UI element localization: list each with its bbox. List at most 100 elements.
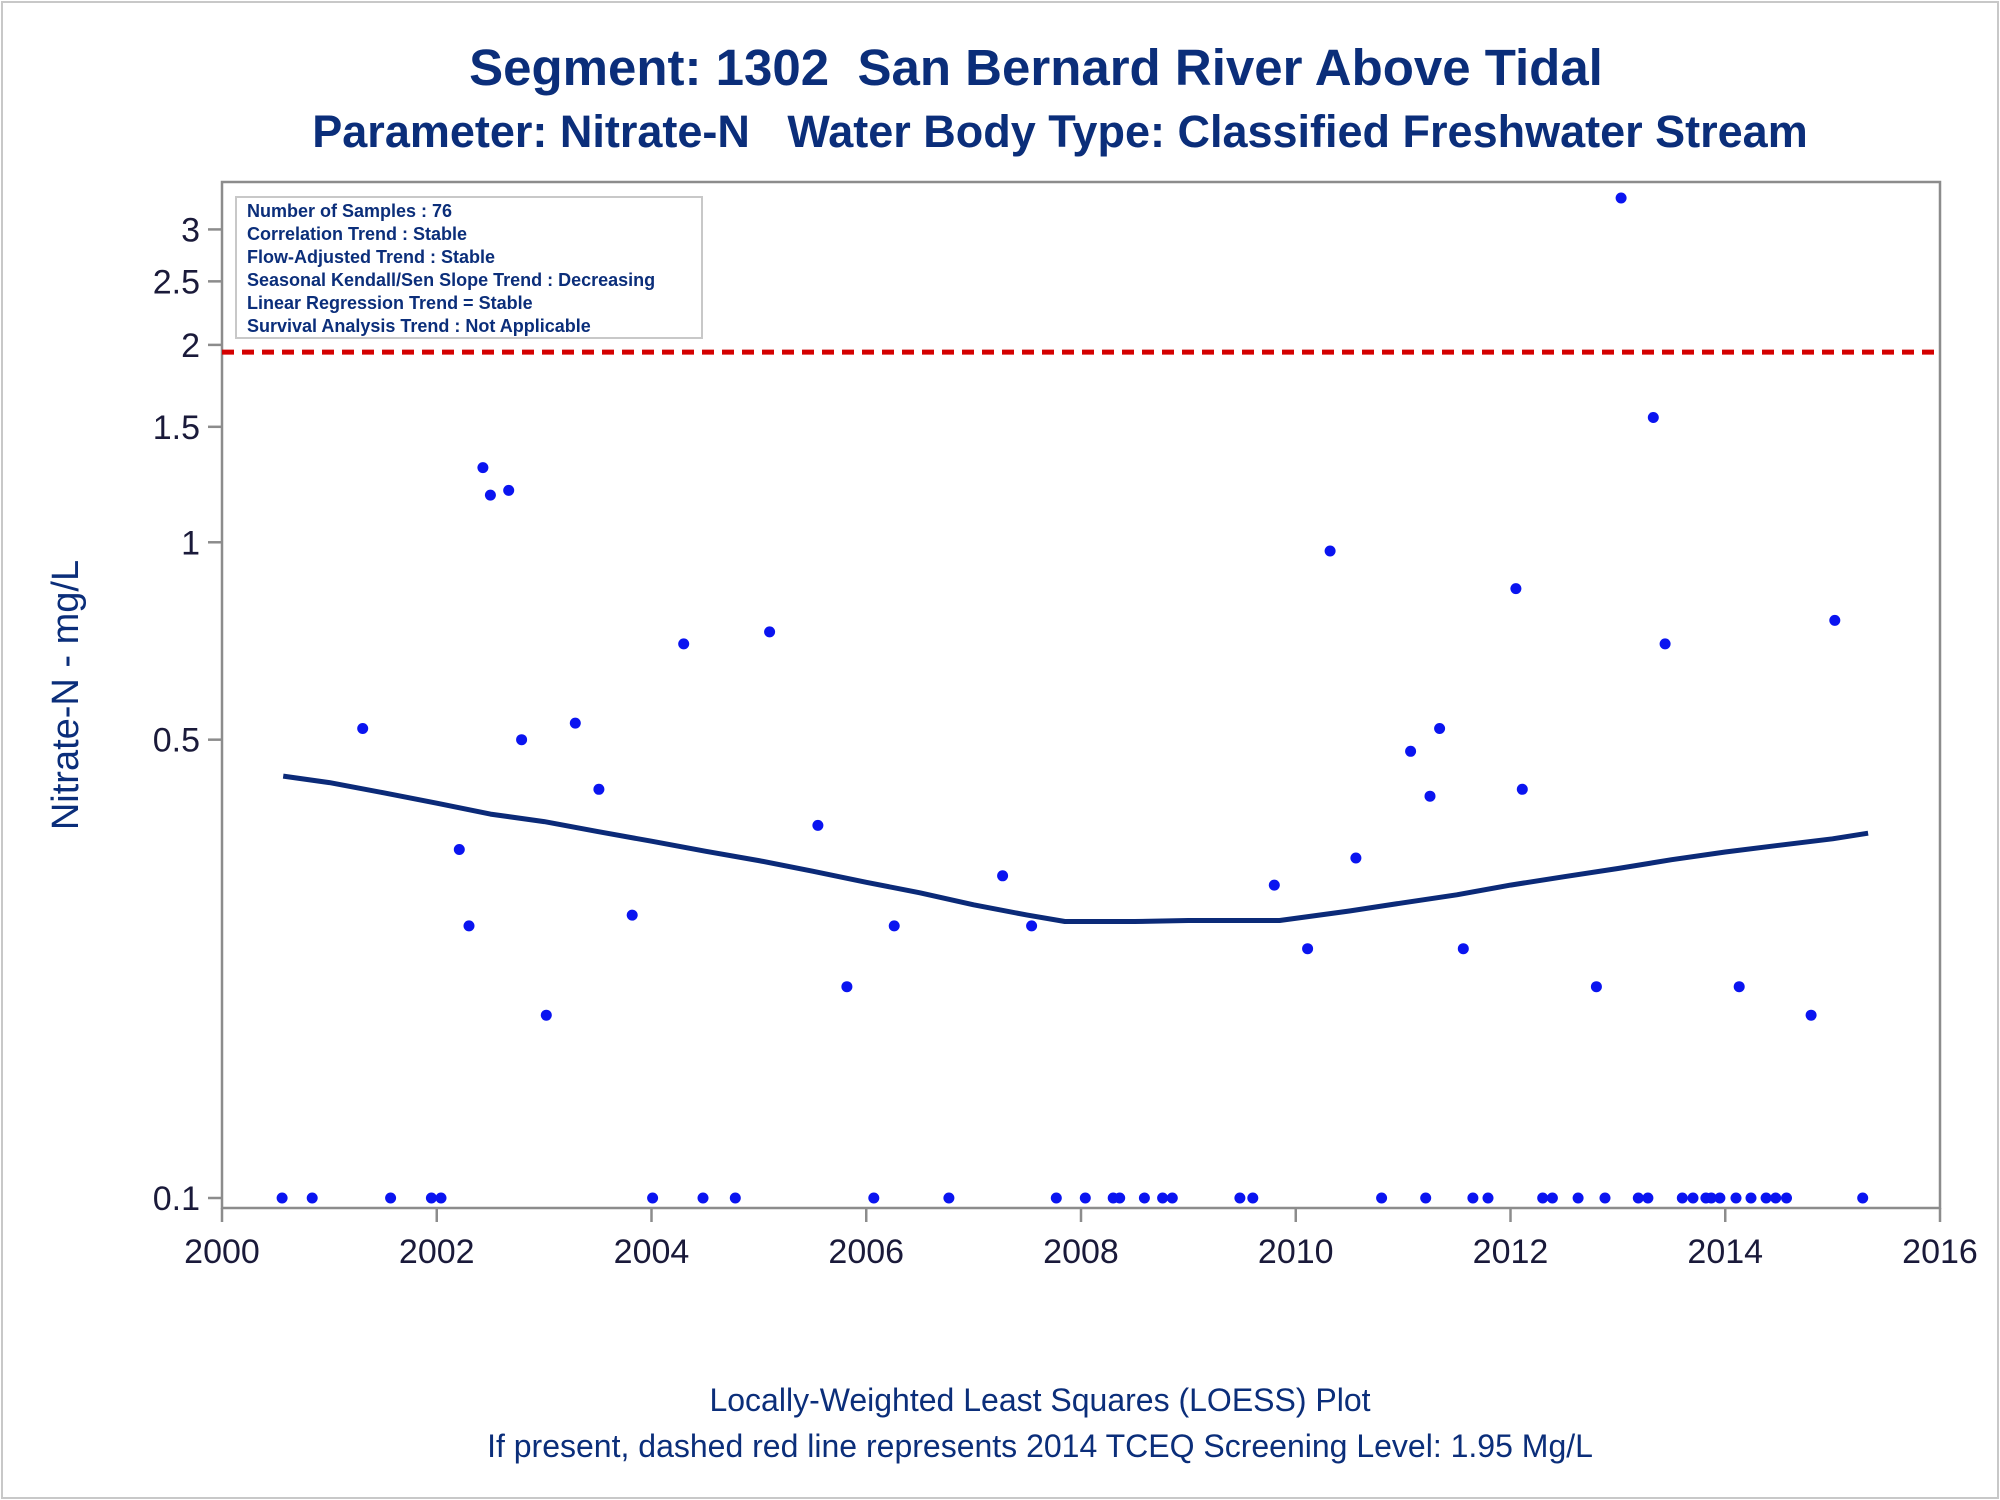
inset-line: Survival Analysis Trend : Not Applicable	[247, 316, 591, 336]
footer-line-2: If present, dashed red line represents 2…	[487, 1428, 1593, 1464]
data-point	[943, 1192, 955, 1204]
data-point	[1350, 852, 1362, 864]
x-tick-label: 2010	[1258, 1233, 1334, 1271]
data-point	[425, 1192, 437, 1204]
data-point	[463, 920, 475, 932]
y-axis: 0.1 0.5 1 1.5 2 2.5 3	[153, 211, 222, 1218]
data-point	[1516, 783, 1528, 795]
data-point	[1805, 1009, 1817, 1021]
data-point	[1079, 1192, 1091, 1204]
data-point	[1234, 1192, 1246, 1204]
data-point	[1166, 1192, 1178, 1204]
data-point	[1632, 1192, 1644, 1204]
data-point	[1050, 1192, 1062, 1204]
x-tick-label: 2008	[1043, 1233, 1119, 1271]
data-point	[1434, 723, 1446, 734]
data-point	[841, 981, 853, 993]
inset-line: Flow-Adjusted Trend : Stable	[247, 247, 495, 267]
data-point	[1829, 614, 1841, 626]
data-point	[697, 1192, 709, 1204]
data-point	[1482, 1192, 1494, 1204]
data-point	[1510, 583, 1522, 595]
data-point	[1642, 1192, 1654, 1204]
data-point	[1647, 412, 1659, 423]
inset-line: Seasonal Kendall/Sen Slope Trend : Decre…	[247, 270, 655, 290]
data-point	[1615, 192, 1627, 204]
footer-line-1: Locally-Weighted Least Squares (LOESS) P…	[709, 1382, 1371, 1418]
data-point	[997, 870, 1009, 882]
data-point	[453, 844, 465, 855]
data-point	[1420, 1192, 1432, 1204]
data-point	[764, 626, 776, 638]
data-point	[1405, 745, 1417, 757]
data-point	[540, 1009, 552, 1021]
data-point	[477, 462, 489, 474]
data-point	[1376, 1192, 1388, 1204]
x-tick-label: 2006	[828, 1233, 904, 1271]
data-point	[1770, 1192, 1782, 1204]
x-axis: 2000 2002 2004 2006 2008 2010 2012 2014 2016	[184, 1208, 1978, 1271]
data-point	[1857, 1192, 1869, 1204]
plot-area	[220, 180, 1942, 1210]
loess-curve	[282, 773, 1869, 924]
data-point	[1026, 920, 1038, 932]
data-point	[868, 1192, 880, 1204]
data-point	[1659, 638, 1671, 650]
data-point	[1138, 1192, 1150, 1204]
inset-line: Correlation Trend : Stable	[247, 224, 467, 244]
data-point	[1324, 545, 1336, 557]
data-point	[385, 1192, 397, 1204]
data-point	[306, 1192, 318, 1204]
data-point	[1247, 1192, 1259, 1204]
data-point	[593, 783, 605, 795]
data-point	[1745, 1192, 1757, 1204]
data-point	[1730, 1192, 1742, 1204]
data-point	[1733, 981, 1745, 993]
inset-line: Number of Samples : 76	[247, 201, 452, 221]
data-point	[1467, 1192, 1479, 1204]
y-tick-label: 0.5	[153, 722, 200, 760]
x-tick-label: 2002	[399, 1233, 475, 1271]
data-point	[1572, 1192, 1584, 1204]
data-point	[1157, 1192, 1169, 1204]
data-point	[1590, 981, 1602, 993]
data-point	[647, 1192, 659, 1204]
x-tick-label: 2012	[1473, 1233, 1549, 1271]
x-tick-label: 2016	[1902, 1233, 1978, 1271]
y-tick-label: 0.1	[153, 1180, 200, 1218]
data-point	[1457, 943, 1469, 955]
y-tick-label: 1.5	[153, 409, 200, 447]
data-point	[1676, 1192, 1688, 1204]
y-tick-label: 1	[181, 524, 200, 562]
chart-subtitle: Parameter: Nitrate-N Water Body Type: Cl…	[312, 106, 1808, 157]
y-tick-label: 2.5	[153, 263, 200, 301]
data-point	[812, 819, 824, 831]
data-point	[1714, 1192, 1726, 1204]
data-point	[888, 920, 900, 932]
inset-line: Linear Regression Trend = Stable	[247, 293, 533, 313]
data-point	[729, 1192, 741, 1204]
data-point	[1546, 1192, 1558, 1204]
trend-inset-box: Number of Samples : 76 Correlation Trend …	[235, 196, 703, 339]
y-tick-label: 2	[181, 327, 200, 365]
data-point	[1687, 1192, 1699, 1204]
data-point	[357, 723, 369, 734]
data-point	[1760, 1192, 1772, 1204]
data-points	[276, 192, 1869, 1204]
data-point	[1302, 943, 1314, 955]
x-tick-label: 2004	[614, 1233, 690, 1271]
data-point	[435, 1192, 447, 1204]
chart-title: Segment: 1302 San Bernard River Above Ti…	[469, 39, 1603, 96]
data-point	[1781, 1192, 1792, 1204]
data-point	[1599, 1192, 1611, 1204]
y-tick-label: 3	[181, 211, 200, 249]
x-tick-label: 2000	[184, 1233, 260, 1271]
data-point	[678, 638, 690, 650]
data-point	[1114, 1192, 1126, 1204]
data-point	[503, 484, 515, 496]
y-axis-label: Nitrate-N - mg/L	[45, 560, 87, 830]
data-point	[1268, 879, 1280, 891]
data-point	[516, 734, 528, 746]
data-point	[626, 909, 638, 921]
